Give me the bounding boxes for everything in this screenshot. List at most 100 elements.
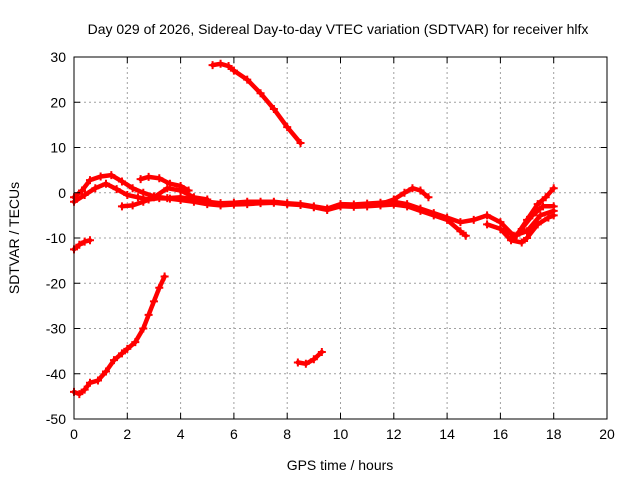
- series-track-main-h: [509, 202, 558, 242]
- data-point: [416, 186, 425, 195]
- data-point: [165, 179, 174, 188]
- data-point: [165, 194, 174, 203]
- data-point: [123, 191, 132, 200]
- data-point: [317, 348, 326, 357]
- data-point: [75, 240, 84, 249]
- data-point: [75, 390, 84, 399]
- data-point: [112, 185, 121, 194]
- data-point: [149, 193, 158, 202]
- data-point: [77, 186, 86, 195]
- x-tick-label: 4: [177, 426, 185, 442]
- data-point: [101, 367, 110, 376]
- data-point: [533, 220, 542, 229]
- data-point: [144, 310, 153, 319]
- data-point: [541, 193, 550, 202]
- data-point: [539, 202, 548, 211]
- data-point: [243, 200, 252, 209]
- data-point: [336, 202, 345, 211]
- x-tick-label: 8: [283, 426, 291, 442]
- data-point: [269, 198, 278, 207]
- data-point: [216, 201, 225, 210]
- data-point: [155, 174, 164, 183]
- data-point: [96, 172, 105, 181]
- x-axis-label: GPS time / hours: [287, 457, 394, 473]
- x-tick-label: 14: [439, 426, 455, 442]
- series-track-main-e: [376, 184, 433, 209]
- series-track-low-climb: [70, 272, 169, 399]
- data-point: [456, 218, 465, 227]
- data-point: [496, 224, 505, 233]
- data-point: [131, 338, 140, 347]
- data-point: [224, 62, 233, 71]
- y-tick-label: -40: [46, 366, 66, 382]
- data-point: [517, 224, 526, 233]
- data-point: [184, 186, 193, 195]
- data-point: [549, 211, 558, 220]
- y-tick-label: -20: [46, 275, 66, 291]
- data-point: [176, 195, 185, 204]
- data-point: [109, 356, 118, 365]
- data-point: [160, 272, 169, 281]
- data-point: [323, 205, 332, 214]
- data-point: [400, 188, 409, 197]
- data-point: [208, 61, 217, 70]
- data-point: [389, 195, 398, 204]
- data-point: [101, 179, 110, 188]
- data-point: [136, 175, 145, 184]
- data-point: [107, 171, 116, 180]
- data-point: [549, 202, 558, 211]
- y-tick-label: 10: [50, 140, 66, 156]
- data-point: [149, 297, 158, 306]
- data-point: [296, 200, 305, 209]
- data-point: [416, 206, 425, 215]
- data-point: [549, 184, 558, 193]
- data-point: [283, 123, 292, 132]
- data-point: [483, 220, 492, 229]
- data-point: [80, 191, 89, 200]
- data-point: [536, 211, 545, 220]
- x-tick-label: 20: [599, 426, 615, 442]
- data-point: [376, 200, 385, 209]
- data-point: [349, 202, 358, 211]
- data-point: [85, 378, 94, 387]
- data-point: [128, 201, 137, 210]
- data-point: [408, 184, 417, 193]
- data-point: [91, 184, 100, 193]
- y-tick-label: 20: [50, 94, 66, 110]
- data-point: [496, 218, 505, 227]
- data-point: [144, 172, 153, 181]
- data-point: [133, 193, 142, 202]
- series-line: [71, 274, 167, 397]
- y-axis-label: SDTVAR / TECUs: [6, 182, 22, 294]
- data-point: [293, 358, 302, 367]
- data-series: [70, 59, 558, 399]
- data-point: [80, 385, 89, 394]
- x-tick-label: 12: [386, 426, 402, 442]
- y-tick-label: 0: [58, 185, 66, 201]
- data-point: [296, 138, 305, 147]
- y-tick-label: -10: [46, 230, 66, 246]
- x-tick-label: 16: [493, 426, 509, 442]
- grid-lines: [74, 57, 607, 419]
- data-point: [155, 283, 164, 292]
- data-point: [203, 195, 212, 204]
- data-point: [117, 177, 126, 186]
- data-point: [283, 200, 292, 209]
- data-point: [189, 193, 198, 202]
- data-point: [309, 203, 318, 212]
- data-point: [256, 199, 265, 208]
- data-point: [80, 237, 89, 246]
- data-point: [461, 231, 470, 240]
- data-point: [523, 234, 532, 242]
- data-point: [85, 176, 94, 185]
- data-point: [243, 75, 252, 84]
- x-tick-label: 2: [123, 426, 131, 442]
- data-point: [85, 236, 94, 245]
- data-point: [139, 324, 148, 333]
- axis-ticks: 0 2 4 6 8 10 12 14 16 18 20 -50 -40 -30 -20 -10 0 10 20 30: [46, 49, 615, 442]
- data-point: [501, 227, 510, 236]
- data-point: [117, 349, 126, 358]
- data-point: [123, 344, 132, 353]
- data-point: [216, 59, 225, 68]
